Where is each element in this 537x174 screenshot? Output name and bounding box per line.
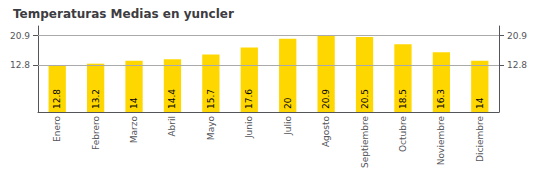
svg-text:Marzo: Marzo <box>129 116 139 144</box>
svg-text:14.4: 14.4 <box>167 89 177 109</box>
svg-text:20.9: 20.9 <box>10 31 30 41</box>
svg-text:Junio: Junio <box>244 116 254 140</box>
svg-text:15.7: 15.7 <box>206 89 216 109</box>
svg-text:20.9: 20.9 <box>321 89 331 109</box>
svg-text:13.2: 13.2 <box>91 89 101 109</box>
svg-text:Noviembre: Noviembre <box>436 116 446 166</box>
svg-text:14: 14 <box>475 97 485 109</box>
svg-text:16.3: 16.3 <box>436 89 446 109</box>
svg-text:12.8: 12.8 <box>507 60 527 70</box>
svg-text:12.8: 12.8 <box>10 60 30 70</box>
svg-text:Diciembre: Diciembre <box>475 116 485 162</box>
svg-text:Enero: Enero <box>52 116 62 142</box>
svg-text:Temperaturas Medias en yuncler: Temperaturas Medias en yuncler <box>13 7 234 21</box>
svg-text:Octubre: Octubre <box>398 116 408 152</box>
svg-text:12.8: 12.8 <box>52 89 62 109</box>
svg-text:Julio: Julio <box>283 116 293 136</box>
svg-text:Mayo: Mayo <box>206 116 216 141</box>
svg-text:14: 14 <box>129 97 139 109</box>
svg-text:20.5: 20.5 <box>360 89 370 109</box>
svg-text:20.9: 20.9 <box>507 31 527 41</box>
svg-text:Febrero: Febrero <box>91 116 101 150</box>
svg-text:Abril: Abril <box>167 116 177 137</box>
svg-text:17.6: 17.6 <box>244 89 254 109</box>
svg-text:20: 20 <box>283 97 293 109</box>
svg-text:Agosto: Agosto <box>321 116 331 148</box>
svg-text:Septiembre: Septiembre <box>360 116 370 169</box>
svg-text:18.5: 18.5 <box>398 89 408 109</box>
